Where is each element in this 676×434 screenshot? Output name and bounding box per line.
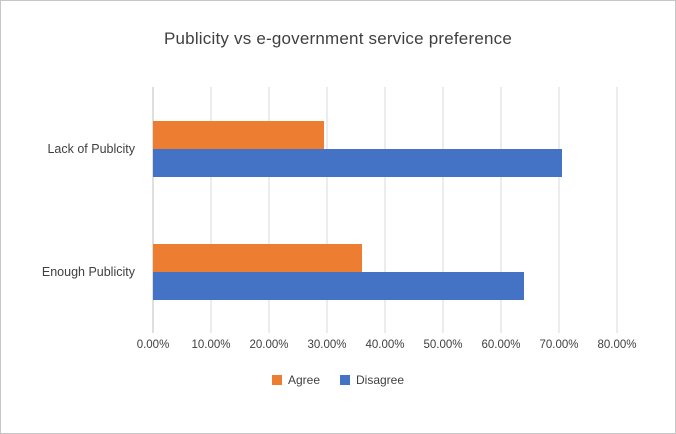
- x-axis: 0.00% 10.00% 20.00% 30.00% 40.00% 50.00% 60.00…: [137, 339, 637, 355]
- bar-disagree: [153, 271, 525, 300]
- gridline: [558, 87, 560, 333]
- legend: Agree Disagree: [1, 373, 675, 387]
- gridline: [210, 87, 212, 333]
- x-tick-label: 20.00%: [249, 339, 289, 351]
- legend-swatch-icon: [340, 375, 350, 385]
- category-label: Lack of Publcity: [47, 141, 135, 156]
- legend-item: Disagree: [340, 373, 404, 387]
- legend-label: Disagree: [356, 373, 405, 387]
- x-tick-label: 30.00%: [307, 339, 347, 351]
- y-axis-line: [152, 87, 154, 333]
- bar-disagree: [153, 148, 562, 177]
- category-label: Enough Publicity: [41, 264, 135, 279]
- gridline: [500, 87, 502, 333]
- x-tick-label: 60.00%: [481, 339, 521, 351]
- chart-title: Publicity vs e-government service prefer…: [163, 29, 512, 48]
- gridline: [326, 87, 328, 333]
- bar-agree: [153, 243, 362, 272]
- bar-group: [153, 210, 617, 333]
- legend-item: Agree: [271, 373, 320, 387]
- bar-group: [153, 87, 617, 210]
- bar-agree: [153, 120, 325, 149]
- category-rows: [153, 87, 617, 333]
- x-tick-label: 10.00%: [191, 339, 231, 351]
- gridline: [616, 87, 618, 333]
- category-labels: Lack of Publcity Enough Publicity: [1, 87, 143, 333]
- gridline: [442, 87, 444, 333]
- gridline: [384, 87, 386, 333]
- x-tick-label: 50.00%: [423, 339, 463, 351]
- x-tick-label: 0.00%: [136, 339, 170, 351]
- x-tick-label: 40.00%: [365, 339, 405, 351]
- legend-label: Agree: [287, 373, 320, 387]
- gridlines: [152, 87, 618, 333]
- gridline: [268, 87, 270, 333]
- x-tick-label: 70.00%: [539, 339, 579, 351]
- legend-swatch-icon: [271, 375, 282, 385]
- plot-area: [152, 87, 618, 333]
- x-tick-label: 80.00%: [597, 339, 637, 351]
